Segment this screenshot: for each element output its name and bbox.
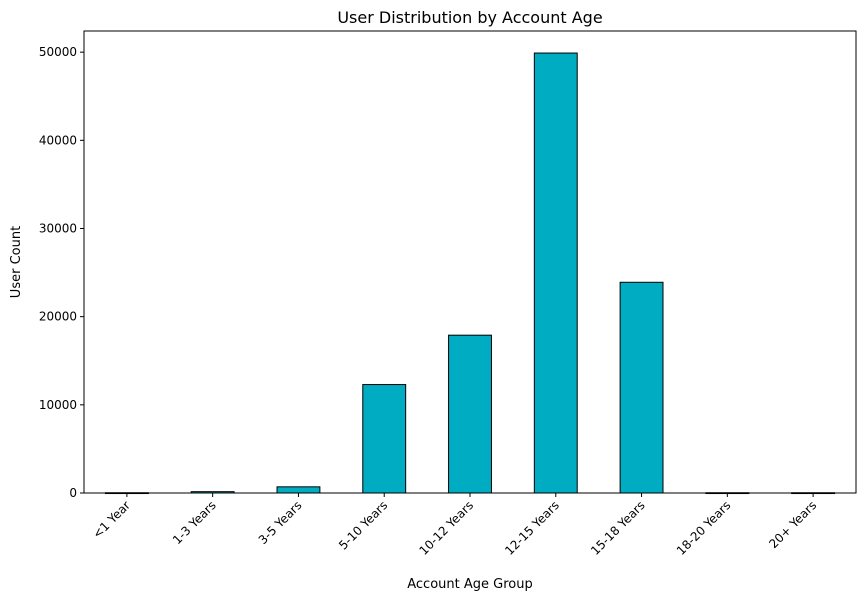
x-tick-label: 20+ Years [766,498,819,551]
bar [362,384,407,494]
x-tick-label: 10-12 Years [416,498,476,558]
bar [448,334,492,494]
x-tick-label: 15-18 Years [588,498,648,558]
plot-frame [83,30,857,494]
x-tick-label: 5-10 Years [336,498,390,552]
bar [276,486,321,494]
y-axis: 0 10000 20000 30000 40000 50000 [39,45,84,500]
bar [533,52,578,494]
y-axis-label: User Count [9,226,24,298]
x-tick-label: 18-20 Years [674,498,734,558]
bar [619,281,664,494]
y-tick-label: 30000 [39,221,77,235]
x-tick-label: 1-3 Years [170,498,219,547]
bars-group [104,52,836,495]
x-tick-label: <1 Year [90,498,133,541]
x-tick-label: 12-15 Years [502,498,562,558]
y-tick-label: 40000 [39,133,77,147]
y-tick-label: 50000 [39,45,77,59]
x-tick-label: 3-5 Years [256,498,305,547]
y-tick-label: 0 [69,486,77,500]
chart-title: User Distribution by Account Age [337,8,602,27]
y-tick-label: 10000 [39,398,77,412]
y-tick-label: 20000 [39,310,77,324]
x-axis-label: Account Age Group [407,577,532,592]
x-axis: <1 Year 1-3 Years 3-5 Years 5-10 Years 10-12… [90,493,819,558]
